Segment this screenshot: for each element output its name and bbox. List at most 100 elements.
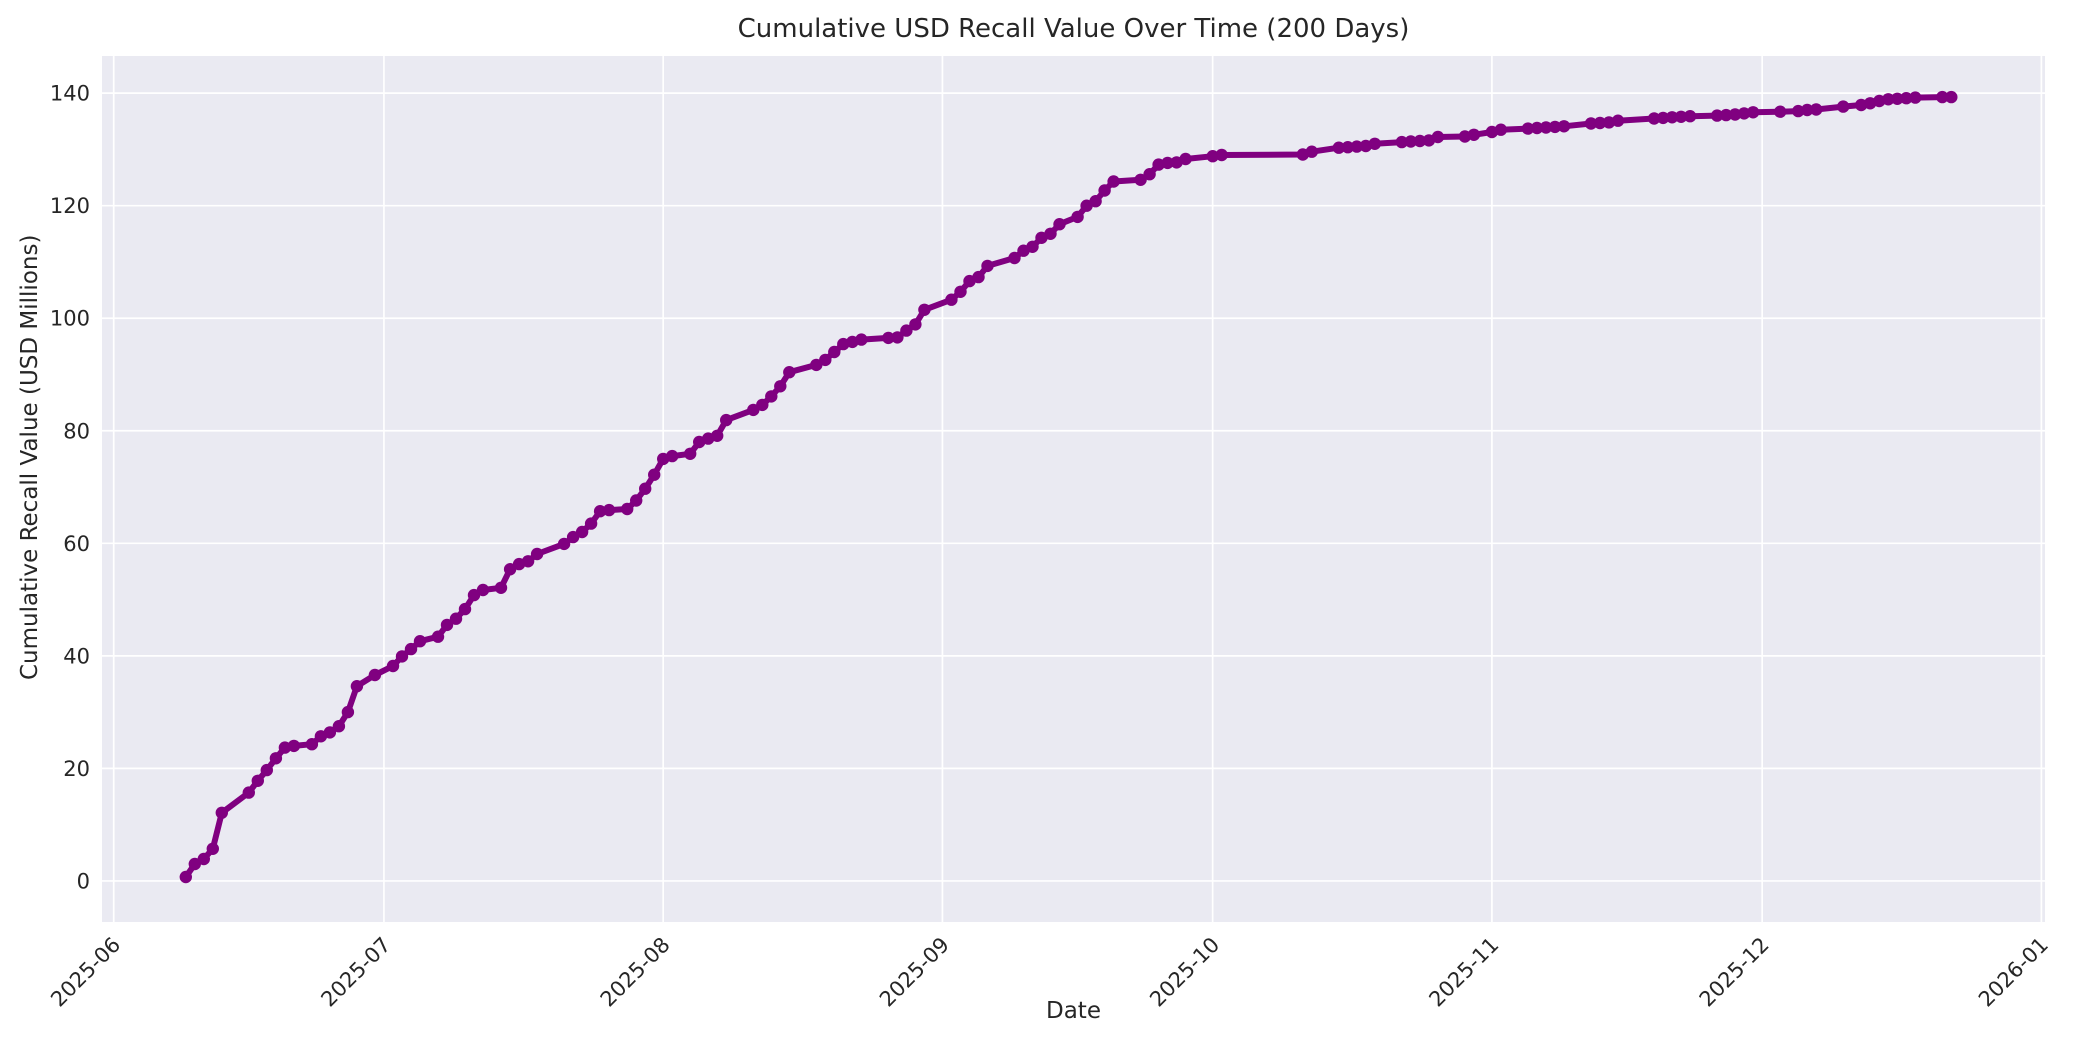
data-point <box>1837 100 1850 113</box>
y-tick-label: 60 <box>63 532 90 556</box>
data-point <box>684 447 697 460</box>
data-point <box>711 429 724 442</box>
data-point <box>341 705 355 719</box>
data-point <box>1305 145 1319 158</box>
data-point <box>1683 110 1697 123</box>
data-point <box>1134 173 1147 186</box>
data-point <box>1909 91 1922 104</box>
data-point <box>593 505 607 518</box>
data-point <box>1494 123 1508 136</box>
data-point <box>1647 112 1661 125</box>
data-point <box>720 413 733 427</box>
data-point <box>918 303 931 316</box>
data-point <box>1089 195 1102 208</box>
x-axis-title: Date <box>1046 998 1101 1024</box>
data-point <box>1215 148 1228 162</box>
data-point <box>1548 120 1562 134</box>
data-point <box>530 547 544 561</box>
data-point <box>1584 117 1598 130</box>
data-point <box>1611 114 1625 127</box>
data-point <box>197 852 210 866</box>
data-point <box>503 563 517 576</box>
data-point <box>206 842 219 855</box>
data-point <box>521 555 535 568</box>
data-point <box>639 482 652 495</box>
data-point <box>1656 111 1670 125</box>
data-point <box>1891 92 1904 106</box>
data-point <box>1945 90 1958 104</box>
data-point <box>305 738 319 751</box>
data-point <box>386 659 400 673</box>
data-point <box>269 752 283 765</box>
data-point <box>1665 111 1679 124</box>
data-point <box>251 774 264 787</box>
data-point <box>1431 130 1445 144</box>
data-point <box>458 602 472 616</box>
data-point <box>945 293 958 306</box>
data-point <box>855 333 868 346</box>
data-point <box>467 588 481 602</box>
data-point <box>440 618 454 632</box>
data-point <box>1179 152 1192 166</box>
y-tick-label: 20 <box>63 757 90 781</box>
y-tick-label: 100 <box>50 307 90 331</box>
data-point <box>1107 175 1120 188</box>
data-point <box>323 726 337 739</box>
data-point <box>242 786 255 799</box>
data-point <box>1882 93 1895 106</box>
data-point <box>566 530 580 544</box>
data-point <box>494 581 508 594</box>
data-point <box>1810 103 1823 116</box>
data-point <box>1395 135 1409 149</box>
data-point <box>1557 120 1571 133</box>
data-point <box>332 720 346 733</box>
data-point <box>350 680 364 693</box>
data-point <box>557 537 571 551</box>
data-point <box>972 270 985 284</box>
data-point <box>1746 106 1760 119</box>
data-point <box>1710 109 1724 122</box>
data-point <box>666 449 679 463</box>
data-point <box>1719 108 1733 122</box>
data-point <box>1728 108 1742 121</box>
data-point <box>774 380 787 393</box>
data-point <box>476 583 490 597</box>
data-point <box>630 494 643 507</box>
data-point <box>602 503 616 517</box>
data-point <box>1071 210 1084 224</box>
data-point <box>1737 107 1751 120</box>
data-point <box>648 468 661 481</box>
data-point <box>1008 251 1021 265</box>
data-point <box>819 353 832 367</box>
data-point <box>1900 92 1913 105</box>
data-point <box>395 650 409 663</box>
data-point <box>1053 218 1066 231</box>
data-point <box>765 390 778 403</box>
data-point <box>1368 137 1382 150</box>
data-point <box>1026 240 1039 253</box>
data-point <box>1098 184 1111 197</box>
data-point <box>621 502 634 516</box>
y-tick-label: 120 <box>50 194 90 218</box>
y-tick-label: 80 <box>63 419 90 443</box>
data-point <box>368 668 382 682</box>
data-point <box>1521 122 1535 135</box>
data-point <box>1143 168 1156 181</box>
data-point <box>404 642 418 656</box>
data-point <box>1161 156 1174 170</box>
plot-area <box>102 56 2045 922</box>
data-point <box>1674 110 1688 124</box>
data-point <box>882 331 895 345</box>
data-point <box>260 763 273 777</box>
data-point <box>1936 90 1949 104</box>
y-tick-label: 140 <box>50 82 90 106</box>
data-point <box>756 398 769 412</box>
data-point <box>1332 141 1346 154</box>
data-point <box>1467 128 1481 141</box>
data-point <box>431 630 445 643</box>
data-point <box>1530 121 1544 135</box>
data-point <box>900 324 913 337</box>
data-point <box>954 285 967 298</box>
